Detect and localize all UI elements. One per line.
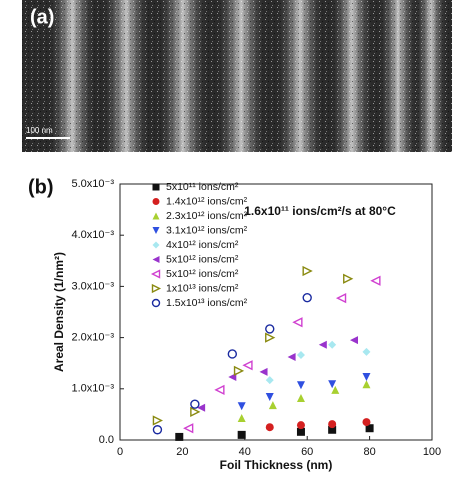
y-tick-label: 4.0x10⁻³	[72, 229, 115, 241]
y-tick-label: 2.0x10⁻³	[72, 332, 115, 344]
y-axis-label: Areal Density (1/nm²)	[52, 252, 66, 372]
marker	[335, 293, 347, 304]
legend-label: 1x10¹³ ions/cm²	[166, 282, 239, 294]
marker	[265, 324, 275, 334]
marker	[190, 406, 201, 417]
legend-label: 5x10¹² ions/cm²	[166, 268, 239, 280]
marker	[265, 423, 274, 432]
marker	[233, 365, 245, 377]
panel-label: (a)	[30, 6, 54, 28]
panel-label: (b)	[28, 176, 54, 198]
marker	[370, 275, 381, 286]
legend-label: 4x10¹² ions/cm²	[166, 239, 239, 251]
marker	[151, 283, 162, 294]
marker	[214, 384, 225, 395]
marker	[292, 317, 303, 328]
marker	[343, 273, 354, 284]
marker	[328, 425, 337, 434]
marker	[362, 380, 371, 389]
marker	[296, 421, 305, 430]
marker	[296, 351, 305, 360]
marker	[318, 340, 327, 349]
x-axis-label: Foil Thickness (nm)	[220, 458, 333, 472]
marker	[152, 415, 164, 426]
y-tick-label: 1.0x10⁻³	[72, 383, 115, 395]
legend-label: 1.5x10¹³ ions/cm²	[166, 297, 248, 309]
marker	[328, 340, 337, 349]
x-tick-label: 100	[423, 446, 441, 458]
marker	[150, 269, 161, 279]
marker	[183, 423, 194, 434]
x-tick-label: 60	[301, 446, 313, 458]
marker	[242, 360, 253, 371]
y-tick-label: 3.0x10⁻³	[72, 280, 115, 292]
marker	[350, 336, 358, 345]
annotation: 1.6x10¹¹ ions/cm²/s at 80°C	[244, 204, 396, 218]
marker	[265, 392, 274, 401]
legend-label: 2.3x10¹² ions/cm²	[166, 210, 248, 222]
x-tick-label: 20	[176, 446, 188, 458]
marker	[302, 292, 312, 303]
marker	[362, 347, 371, 356]
legend-label: 3.1x10¹² ions/cm²	[166, 224, 248, 236]
chart: (b) 1.6x10¹¹ ions/cm²/s at 80°C Foil Thi…	[28, 176, 441, 472]
marker	[328, 420, 337, 429]
marker	[151, 298, 161, 308]
marker	[302, 265, 313, 277]
marker	[362, 418, 371, 427]
marker	[328, 380, 337, 389]
marker	[287, 353, 296, 362]
marker	[227, 349, 238, 359]
scale-bar-label: 100 nm	[26, 126, 53, 135]
marker	[152, 212, 160, 220]
marker	[152, 241, 160, 249]
marker	[152, 425, 163, 435]
marker	[237, 402, 246, 411]
legend-label: 5x10¹² ions/cm²	[166, 253, 239, 265]
marker	[175, 432, 184, 441]
x-tick-label: 40	[239, 446, 251, 458]
marker	[259, 367, 268, 376]
marker	[268, 401, 277, 410]
marker	[365, 424, 374, 433]
marker	[190, 399, 200, 409]
legend-label: 5x10¹¹ ions/cm²	[166, 181, 239, 193]
plot-frame	[119, 183, 433, 441]
marker	[362, 373, 371, 382]
micrograph: (a) 100 nm	[22, 0, 452, 152]
legend-label: 1.4x10¹² ions/cm²	[166, 195, 248, 207]
marker	[152, 256, 160, 263]
marker	[152, 183, 160, 191]
marker	[296, 394, 305, 403]
marker	[237, 430, 246, 439]
x-tick-label: 0	[117, 446, 123, 458]
y-tick-label: 0.0	[99, 434, 114, 446]
marker	[152, 227, 160, 234]
marker	[296, 381, 305, 390]
marker	[265, 376, 274, 385]
marker	[197, 403, 206, 412]
marker	[237, 413, 246, 422]
marker	[296, 427, 305, 436]
marker	[265, 332, 276, 343]
x-tick-label: 80	[363, 446, 375, 458]
marker	[331, 385, 340, 394]
marker	[152, 198, 160, 205]
y-tick-label: 5.0x10⁻³	[72, 178, 115, 190]
